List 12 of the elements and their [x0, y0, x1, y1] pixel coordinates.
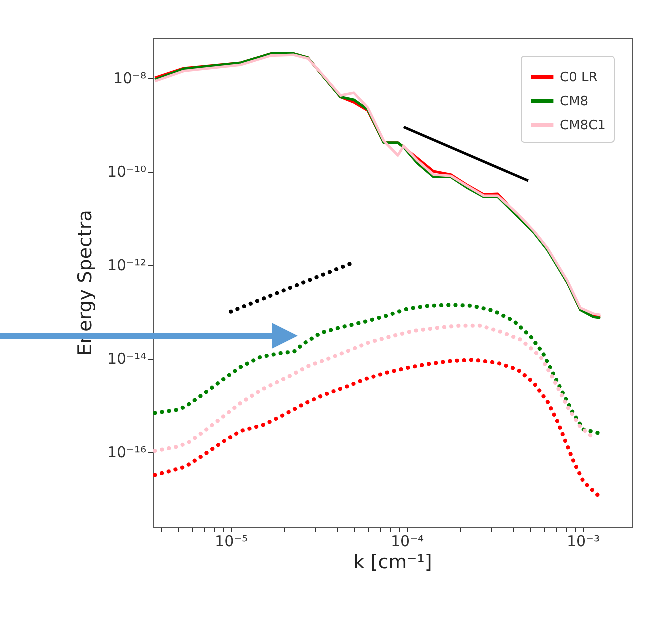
legend-label: CM8C1 [560, 118, 606, 134]
y-tick-label: 10⁻¹⁶ [107, 444, 146, 462]
x-tick-label: 10⁻⁴ [390, 532, 424, 550]
y-tick-label: 10⁻¹⁰ [107, 163, 146, 182]
y-tick-label: 10⁻¹⁴ [107, 350, 146, 368]
x-tick-label: 10⁻⁵ [215, 532, 248, 550]
x-axis-title: k [cm⁻¹] [354, 552, 432, 574]
y-tick-label: 10⁻⁸ [113, 70, 146, 88]
legend-label: C0 LR [560, 70, 598, 86]
x-tick-label: 10⁻³ [566, 532, 600, 550]
legend-label: CM8 [560, 94, 589, 110]
y-tick-label: 10⁻¹² [107, 256, 146, 275]
